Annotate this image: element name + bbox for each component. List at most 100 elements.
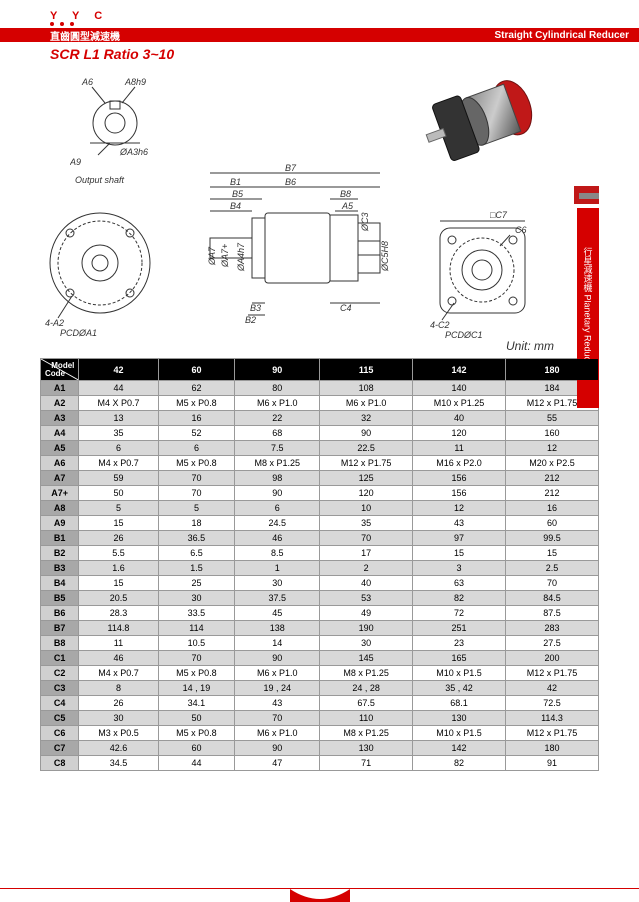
row-value: 70: [235, 711, 320, 726]
table-row: C2M4 x P0.7M5 x P0.8M6 x P1.0M8 x P1.25M…: [41, 666, 599, 681]
table-row: C5305070110130114.3: [41, 711, 599, 726]
row-value: 7.5: [235, 441, 320, 456]
row-value: M12 x P1.75: [320, 456, 413, 471]
table-row: A7597098125156212: [41, 471, 599, 486]
row-value: M3 x P0.5: [79, 726, 158, 741]
row-value: 14: [235, 636, 320, 651]
row-value: 87.5: [506, 606, 599, 621]
header-bar: 直齒圓型減速機 Straight Cylindrical Reducer: [0, 28, 639, 42]
row-value: 142: [413, 741, 506, 756]
row-code: B7: [41, 621, 79, 636]
table-row: C742.66090130142180: [41, 741, 599, 756]
row-value: 24.5: [235, 516, 320, 531]
row-value: 35: [79, 426, 158, 441]
table-row: A6M4 x P0.7M5 x P0.8M8 x P1.25M12 x P1.7…: [41, 456, 599, 471]
row-value: 156: [413, 486, 506, 501]
row-value: 160: [506, 426, 599, 441]
row-value: 6: [235, 501, 320, 516]
row-value: 90: [320, 426, 413, 441]
row-value: M12 x P1.75: [506, 726, 599, 741]
svg-text:B2: B2: [245, 315, 256, 325]
row-value: 180: [506, 741, 599, 756]
row-value: 1.5: [158, 561, 235, 576]
row-value: 60: [506, 516, 599, 531]
row-value: 110: [320, 711, 413, 726]
row-value: 3: [413, 561, 506, 576]
table-row: B25.56.58.5171515: [41, 546, 599, 561]
row-code: B3: [41, 561, 79, 576]
row-value: 90: [235, 741, 320, 756]
row-value: 60: [158, 741, 235, 756]
row-value: 44: [158, 756, 235, 771]
table-row: A8556101216: [41, 501, 599, 516]
diagram-back-view: □C7 C6 4-C2 PCDØC1: [420, 208, 550, 338]
table-row: C42634.14367.568.172.5: [41, 696, 599, 711]
row-value: 283: [506, 621, 599, 636]
row-value: 19 , 24: [235, 681, 320, 696]
row-value: 44: [79, 381, 158, 396]
row-value: 12: [413, 501, 506, 516]
svg-text:A6: A6: [81, 77, 93, 87]
row-value: 15: [79, 516, 158, 531]
row-value: M8 x P1.25: [320, 666, 413, 681]
header-right-title: Straight Cylindrical Reducer: [495, 30, 629, 41]
svg-text:□C7: □C7: [490, 210, 508, 220]
table-row: A435526890120160: [41, 426, 599, 441]
row-value: 2: [320, 561, 413, 576]
row-value: 23: [413, 636, 506, 651]
row-value: 8: [79, 681, 158, 696]
row-value: 33.5: [158, 606, 235, 621]
row-value: 200: [506, 651, 599, 666]
row-value: 17: [320, 546, 413, 561]
svg-text:B1: B1: [230, 177, 241, 187]
row-code: C8: [41, 756, 79, 771]
svg-text:B8: B8: [340, 189, 351, 199]
row-value: 25: [158, 576, 235, 591]
page-footer: 9: [0, 884, 639, 902]
row-value: 35 , 42: [413, 681, 506, 696]
row-value: 165: [413, 651, 506, 666]
row-value: 72: [413, 606, 506, 621]
row-value: 138: [235, 621, 320, 636]
row-value: 80: [235, 381, 320, 396]
row-value: M5 x P0.8: [158, 726, 235, 741]
row-value: M12 x P1.75: [506, 666, 599, 681]
row-value: 35: [320, 516, 413, 531]
row-value: 67.5: [320, 696, 413, 711]
svg-text:ØA3h6: ØA3h6: [119, 147, 148, 157]
row-value: 108: [320, 381, 413, 396]
row-value: 30: [158, 591, 235, 606]
row-value: 125: [320, 471, 413, 486]
row-value: M20 x P2.5: [506, 456, 599, 471]
row-value: 84.5: [506, 591, 599, 606]
row-value: M6 x P1.0: [320, 396, 413, 411]
row-value: 32: [320, 411, 413, 426]
row-value: 53: [320, 591, 413, 606]
row-value: 22: [235, 411, 320, 426]
row-code: C1: [41, 651, 79, 666]
row-value: M10 x P1.5: [413, 666, 506, 681]
header-left-title: 直齒圓型減速機: [50, 28, 120, 43]
row-code: C6: [41, 726, 79, 741]
row-value: 40: [413, 411, 506, 426]
row-value: 114: [158, 621, 235, 636]
row-value: 72.5: [506, 696, 599, 711]
svg-text:PCDØA1: PCDØA1: [60, 328, 97, 338]
row-value: M4 x P0.7: [79, 666, 158, 681]
row-value: 70: [158, 486, 235, 501]
row-value: 15: [506, 546, 599, 561]
table-row: A7+507090120156212: [41, 486, 599, 501]
logo-dots: [50, 22, 74, 26]
svg-text:ØC5H8: ØC5H8: [380, 241, 390, 272]
row-value: 99.5: [506, 531, 599, 546]
diagram-side-view: B7 B1 B6 B5 B8 B4 A5 ØA7 ØA7+ ØA4h7 ØC3 …: [190, 163, 395, 338]
row-value: 50: [79, 486, 158, 501]
row-value: 97: [413, 531, 506, 546]
row-value: 16: [158, 411, 235, 426]
table-row: B31.61.51232.5: [41, 561, 599, 576]
row-value: 15: [79, 576, 158, 591]
row-code: C3: [41, 681, 79, 696]
table-row: B7114.8114138190251283: [41, 621, 599, 636]
row-value: 62: [158, 381, 235, 396]
row-value: 251: [413, 621, 506, 636]
